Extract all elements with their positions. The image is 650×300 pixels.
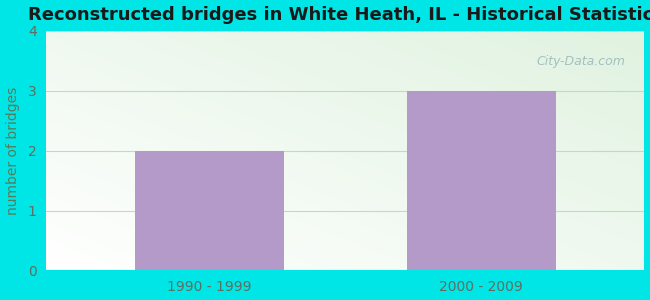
Bar [135, 151, 284, 271]
Y-axis label: number of bridges: number of bridges [6, 87, 20, 215]
Text: City-Data.com: City-Data.com [537, 55, 626, 68]
Title: Reconstructed bridges in White Heath, IL - Historical Statistics: Reconstructed bridges in White Heath, IL… [27, 6, 650, 24]
Bar [407, 91, 556, 271]
